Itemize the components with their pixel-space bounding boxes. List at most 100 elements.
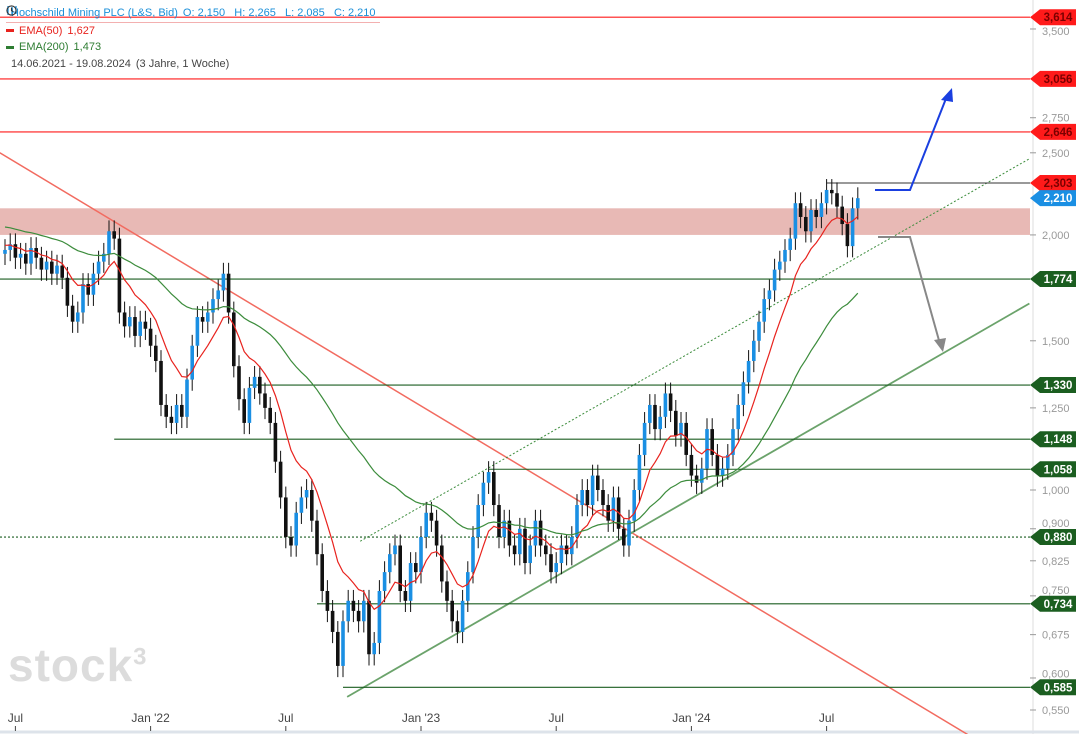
resistance-zone [0, 208, 1030, 235]
candle-body [778, 261, 782, 270]
price-tag-bg [1030, 9, 1076, 26]
candle-body [70, 305, 75, 322]
candle [679, 412, 683, 447]
x-tick-label: Jan '24 [672, 711, 711, 725]
candle [554, 552, 558, 584]
candle-body [44, 261, 49, 270]
candle [76, 301, 80, 333]
candle-body [798, 203, 803, 217]
candle-body [538, 520, 543, 546]
candle-body [304, 490, 309, 498]
instrument-title[interactable]: Hochschild Mining PLC (L&S, Bid) O: 2,15… [6, 5, 380, 23]
candle [372, 632, 376, 666]
candle-body [258, 376, 262, 394]
candle-body [580, 490, 584, 506]
candle-body [512, 545, 517, 555]
candle [544, 534, 548, 566]
x-tick-label: Jul [819, 711, 834, 725]
candle [159, 350, 163, 417]
price-tag-label: 1,058 [1044, 464, 1073, 476]
candle-body [398, 545, 402, 591]
candle [835, 182, 839, 218]
candle-body [674, 410, 678, 436]
price-tag-label: 1,148 [1044, 434, 1073, 446]
price-tag-label: 2,303 [1044, 178, 1073, 190]
candle [289, 526, 293, 557]
candle [122, 301, 127, 338]
candle-body [60, 265, 64, 278]
x-tick-label: Jul [278, 711, 293, 725]
candle-body [440, 545, 444, 582]
ema200-legend[interactable]: EMA(200) 1,473 [6, 39, 380, 56]
candle [450, 589, 454, 633]
candle-body [824, 189, 829, 204]
instrument-name: Hochschild Mining PLC (L&S, Bid) [11, 7, 178, 19]
price-tag-bg [1030, 461, 1076, 478]
candle-body [310, 490, 314, 521]
x-tick-label: Jul [549, 711, 564, 725]
candle [310, 479, 314, 532]
candle [81, 273, 85, 324]
candle [460, 589, 465, 644]
candle [96, 250, 101, 285]
candle-body [117, 238, 122, 313]
candle-body [741, 382, 746, 405]
candle [107, 220, 111, 266]
candle-body [772, 269, 777, 291]
candle [169, 405, 174, 435]
candle [65, 266, 70, 317]
candle [330, 600, 335, 644]
ema50-legend[interactable]: EMA(50) 1,627 [6, 23, 380, 40]
candle [502, 509, 506, 549]
candle [856, 187, 860, 220]
y-tick-label: 0,825 [1042, 556, 1070, 568]
candle [190, 334, 194, 391]
price-tag-1,330: 1,330 [1030, 377, 1076, 394]
candle [663, 382, 668, 429]
candle-body [216, 290, 220, 300]
candle [627, 509, 631, 557]
candle-body [263, 393, 267, 408]
candle [211, 288, 215, 324]
candle-body [299, 497, 304, 513]
candle-body [76, 312, 80, 322]
candle-body [39, 257, 44, 270]
ema200-value: 1,473 [73, 41, 102, 53]
price-tag-bg [1030, 679, 1076, 696]
candle [112, 220, 116, 250]
candle [538, 509, 543, 557]
y-tick-label: 0,900 [1042, 518, 1070, 530]
candle [195, 306, 200, 357]
candle-body [575, 505, 579, 538]
date-range[interactable]: 14.06.2021 - 19.08.2024 (3 Jahre, 1 Woche… [6, 5, 380, 73]
candle [325, 580, 330, 623]
candle-body [252, 376, 257, 388]
candle-body [460, 600, 465, 632]
candle [466, 561, 470, 613]
candle [200, 306, 205, 333]
candle-body [351, 600, 356, 611]
candle-body [533, 520, 538, 546]
candle-body [86, 284, 90, 295]
price-tag-label: 0,880 [1044, 532, 1073, 544]
price-tag-bg [1030, 123, 1076, 140]
candle-body [278, 461, 283, 498]
candle [102, 242, 106, 273]
price-tag-label: 0,585 [1044, 682, 1073, 694]
candle-body [606, 505, 610, 521]
candle [559, 534, 564, 575]
candle [388, 543, 392, 584]
candle-body [502, 520, 506, 538]
price-tag-2,646: 2,646 [1030, 123, 1076, 140]
price-tag-bg [1030, 377, 1076, 394]
candle [206, 301, 210, 333]
price-tag-3,056: 3,056 [1030, 70, 1076, 87]
candle [424, 501, 428, 549]
candle [596, 464, 600, 502]
candle-body [330, 610, 335, 632]
candle [356, 600, 361, 633]
candle [3, 239, 7, 266]
candle [60, 254, 64, 290]
